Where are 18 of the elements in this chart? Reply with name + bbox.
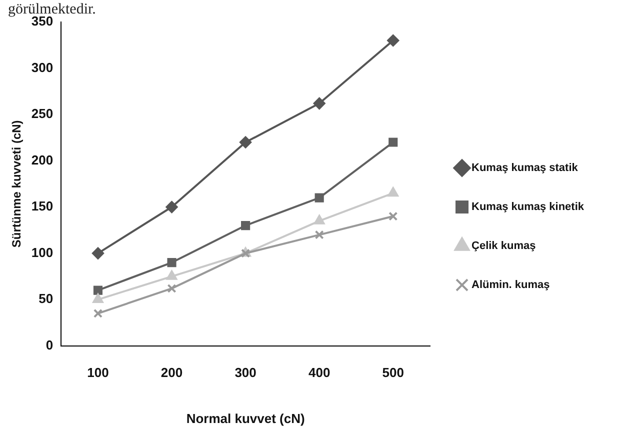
x-tick-label: 500 [382,365,404,380]
legend-label: Kumaş kumaş statik [472,162,579,174]
legend-label: Kumaş kumaş kinetik [472,201,585,214]
legend-label: Çelik kumaş [472,240,536,252]
x-tick-label: 100 [87,365,109,380]
y-tick-label: 100 [31,244,54,260]
y-tick-label: 200 [31,152,54,168]
y-tick-label: 250 [31,106,54,122]
y-tick-label: 0 [46,337,54,352]
legend-label: Alümin. kumaş [472,279,550,292]
y-tick-label: 150 [31,198,54,214]
x-tick-label: 200 [160,365,183,380]
x-tick-label: 300 [234,365,256,380]
y-axis-title: Sürtünme kuvveti (cN) [10,120,24,248]
y-tick-label: 300 [31,60,54,75]
x-tick-label: 400 [308,365,330,380]
x-axis-title: Normal kuvvet (cN) [186,410,305,426]
y-tick-label: 50 [38,291,54,306]
